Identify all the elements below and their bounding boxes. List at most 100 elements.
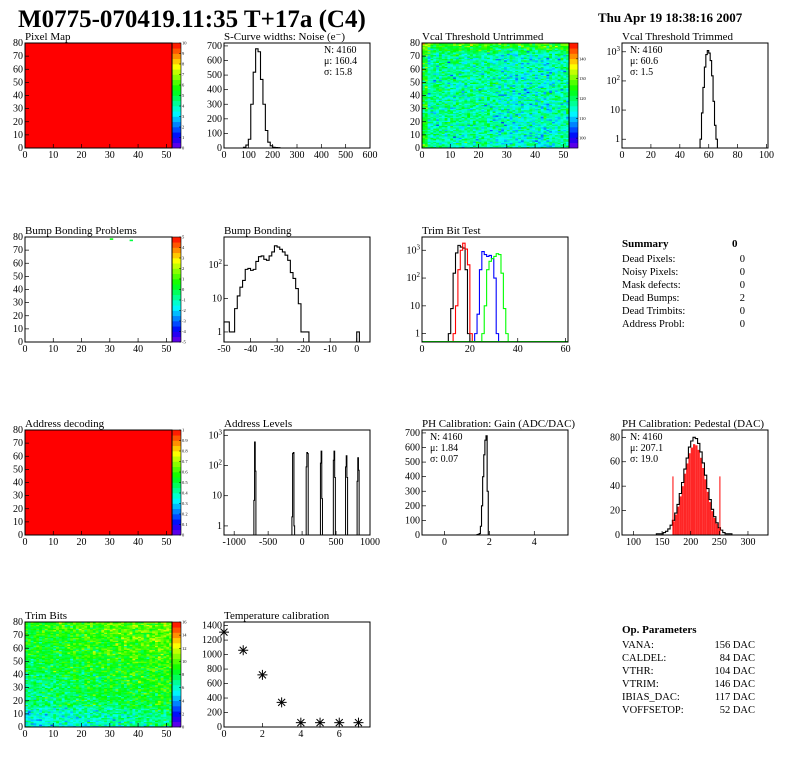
heatmap-cell [560, 121, 564, 124]
heatmap-cell [487, 103, 491, 105]
y-tick-label: 0 [415, 143, 420, 154]
heatmap-cell [36, 660, 40, 662]
heatmap-cell [484, 95, 488, 98]
heatmap-cell [549, 45, 553, 48]
y-tick-label: 20 [610, 506, 620, 517]
heatmap-cell [39, 686, 43, 688]
heatmap-cell [523, 107, 527, 109]
heatmap-cell [563, 91, 567, 94]
heatmap-cell [529, 87, 533, 90]
heatmap-cell [503, 87, 508, 90]
heatmap-cell [27, 652, 31, 654]
heatmap-cell [549, 77, 553, 79]
x-tick-label: 0 [420, 150, 425, 161]
heatmap-cell [36, 686, 40, 688]
heatmap-cell [498, 115, 502, 117]
heatmap-cell [484, 134, 488, 137]
heatmap-cell [512, 138, 516, 141]
heatmap-cell [450, 94, 454, 96]
heatmap-cell [537, 57, 542, 60]
heatmap-cell [450, 130, 454, 133]
heatmap-cell [450, 81, 454, 83]
heatmap-cell [25, 656, 29, 658]
heatmap-cell [495, 75, 499, 78]
heatmap-cell [537, 129, 542, 132]
heatmap-cell [481, 145, 485, 147]
heatmap-cell [27, 666, 31, 669]
heatmap-cell [520, 100, 525, 103]
heatmap-cell [506, 116, 510, 119]
heatmap-cell [509, 132, 513, 134]
heatmap-cell [27, 645, 31, 648]
heatmap-cell [518, 142, 522, 145]
histogram-line [223, 245, 360, 343]
heatmap-cell [520, 53, 525, 56]
heatmap-cell [461, 70, 465, 73]
heatmap-cell [537, 75, 542, 78]
heatmap-cell [549, 103, 553, 105]
heatmap-cell [535, 107, 539, 109]
heatmap-cell [30, 666, 34, 669]
heatmap-cell [436, 123, 440, 125]
heatmap-cell [422, 117, 426, 120]
heatmap-cell [518, 111, 522, 113]
heatmap-cell [498, 130, 502, 133]
heatmap-cell [455, 119, 460, 121]
heatmap-cell [492, 90, 496, 92]
palette-band [172, 85, 181, 91]
heatmap-cell [441, 127, 445, 129]
heatmap-cell [422, 106, 426, 108]
palette-band [172, 508, 181, 515]
x-tick-label: 40 [133, 150, 143, 161]
heatmap-cell [27, 712, 31, 715]
heatmap-cell [554, 50, 558, 53]
heatmap-cell [467, 44, 471, 46]
heatmap-cell [444, 111, 448, 113]
heatmap-cell [537, 62, 542, 65]
heatmap-cell [506, 46, 510, 49]
heatmap-cell [526, 102, 530, 104]
heatmap-cell [498, 60, 502, 62]
heatmap-cell [543, 100, 547, 103]
palette-tick-label: 0.1 [182, 522, 188, 527]
heatmap-cell [532, 125, 536, 128]
heatmap-cell [503, 133, 508, 136]
heatmap-cell [25, 699, 29, 702]
heatmap-cell [489, 54, 493, 57]
summary-label: Dead Trimbits: [622, 306, 685, 317]
heatmap-cell [557, 90, 561, 92]
heatmap-cell [30, 717, 34, 720]
heatmap-cell [455, 85, 460, 87]
heatmap-cell [447, 50, 451, 53]
heatmap-cell [25, 702, 29, 704]
stats-line: N: 4160 [630, 432, 663, 443]
heatmap-cell [552, 100, 556, 103]
heatmap-cell [523, 109, 527, 112]
heatmap-cell [455, 106, 460, 108]
heatmap-cell [433, 127, 437, 129]
heatmap-cell [433, 95, 437, 98]
heatmap-cell [554, 123, 558, 125]
heatmap-cell [549, 99, 553, 102]
heatmap-cell [27, 678, 31, 681]
heatmap-cell [526, 87, 530, 90]
heatmap-cell [543, 90, 547, 92]
heatmap-cell [518, 46, 522, 49]
heatmap-cell [441, 125, 445, 128]
heatmap-cell [464, 96, 468, 99]
heatmap-cell [560, 129, 564, 132]
heatmap-cell [467, 141, 471, 144]
heatmap-cell [506, 58, 510, 61]
heatmap-cell [453, 57, 457, 60]
series-line-0 [447, 244, 471, 342]
heatmap-cell [441, 75, 445, 78]
heatmap-cell [554, 71, 558, 74]
heatmap-cell [461, 46, 465, 49]
heatmap-cell [464, 111, 468, 113]
vcal-trimmed-marks [699, 50, 718, 148]
heatmap-cell [444, 77, 448, 79]
heatmap-cell [470, 82, 474, 84]
heatmap-cell [447, 48, 451, 50]
heatmap-cell [36, 645, 40, 648]
heatmap-cell [489, 111, 493, 113]
